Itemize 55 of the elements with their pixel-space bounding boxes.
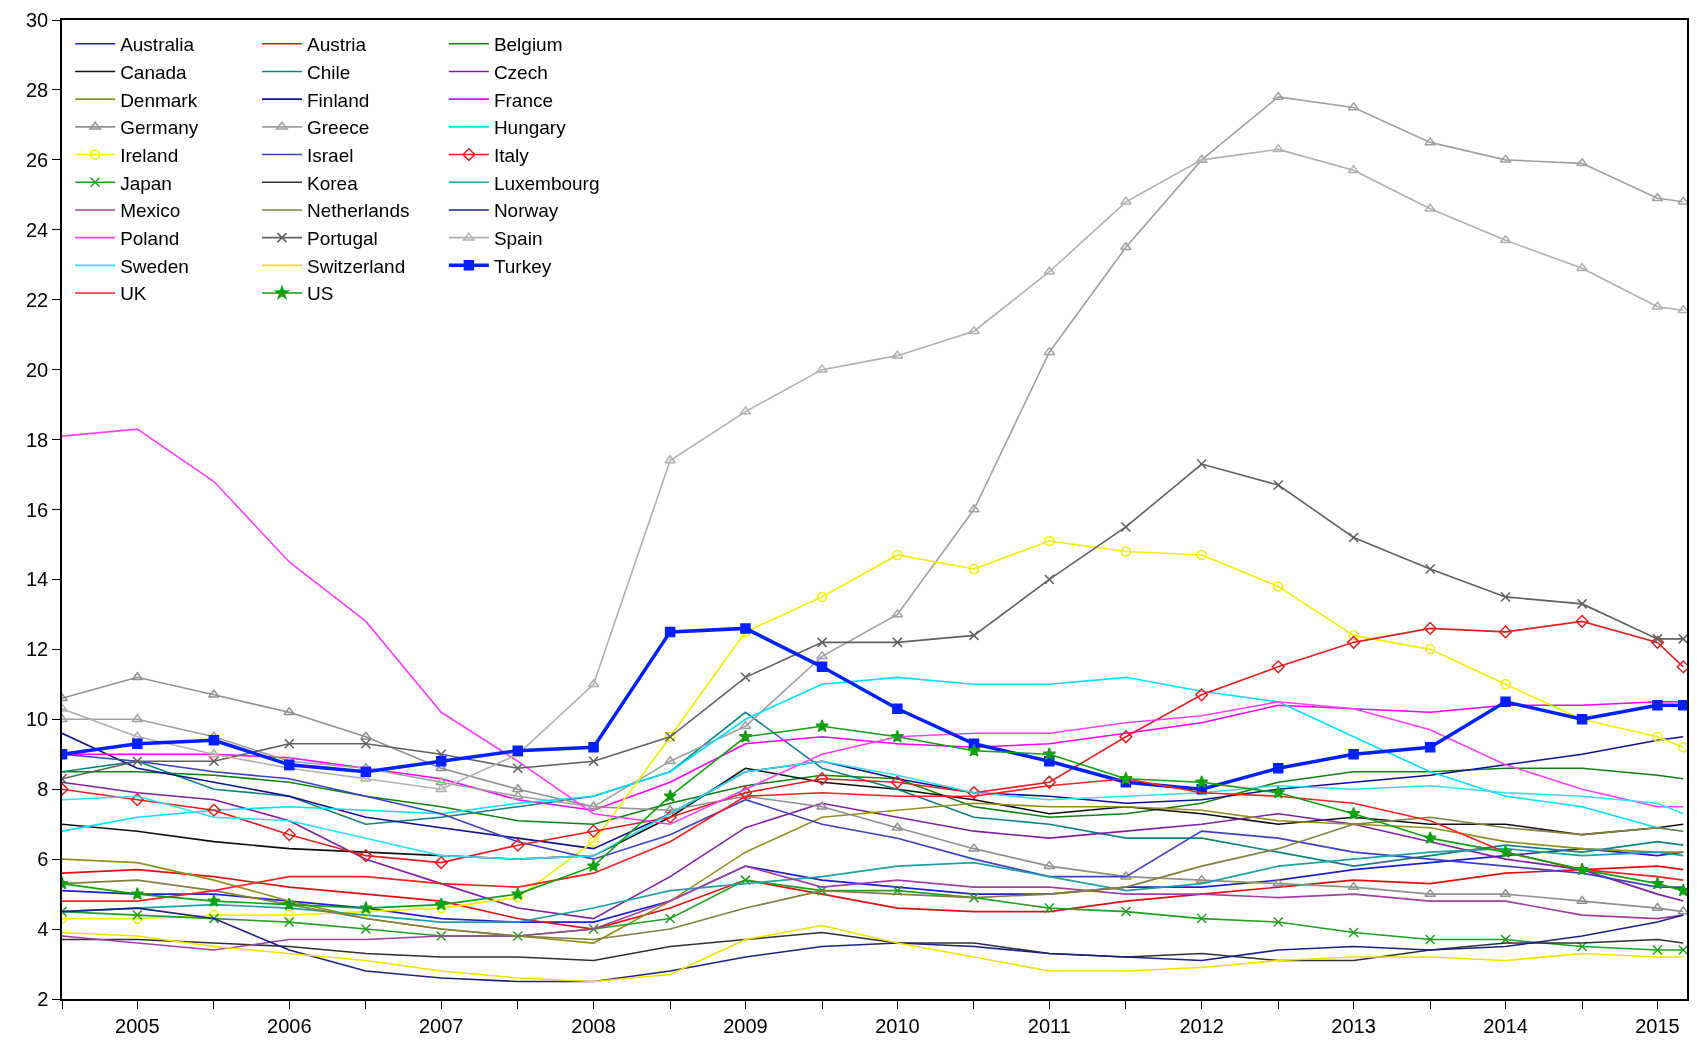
legend-label: UK bbox=[120, 283, 147, 305]
legend-label: Switzerland bbox=[307, 255, 406, 277]
legend-label: US bbox=[307, 283, 334, 305]
y-tick-label: 18 bbox=[26, 428, 49, 451]
x-tick-label: 2008 bbox=[571, 1014, 616, 1037]
x-tick-label: 2013 bbox=[1331, 1014, 1376, 1037]
x-tick-label: 2011 bbox=[1027, 1014, 1071, 1037]
y-tick-label: 10 bbox=[26, 708, 49, 731]
legend-label: Greece bbox=[307, 117, 370, 139]
y-tick-label: 20 bbox=[26, 358, 49, 381]
legend-label: Netherlands bbox=[307, 200, 410, 222]
legend-label: Hungary bbox=[493, 117, 567, 139]
legend-label: Ireland bbox=[120, 144, 179, 166]
y-tick-label: 2 bbox=[37, 988, 49, 1010]
y-tick-label: 26 bbox=[26, 148, 49, 171]
y-tick-label: 12 bbox=[26, 638, 49, 661]
y-tick-label: 16 bbox=[26, 498, 49, 521]
legend-label: Luxembourg bbox=[493, 172, 600, 194]
legend-label: Portugal bbox=[307, 228, 378, 250]
legend-label: Czech bbox=[493, 61, 548, 83]
legend-label: France bbox=[493, 89, 554, 111]
legend-label: Mexico bbox=[120, 200, 181, 222]
legend-label: Sweden bbox=[120, 255, 189, 277]
legend-label: Israel bbox=[307, 144, 354, 166]
legend-label: Austria bbox=[307, 34, 367, 56]
y-tick-label: 8 bbox=[37, 778, 49, 801]
legend-label: Norway bbox=[493, 200, 559, 222]
legend-label: Japan bbox=[120, 172, 172, 194]
legend-label: Belgium bbox=[493, 34, 563, 56]
y-tick-label: 22 bbox=[26, 288, 49, 311]
legend-label: Italy bbox=[493, 144, 530, 166]
x-tick-label: 2010 bbox=[875, 1014, 920, 1037]
y-tick-label: 4 bbox=[37, 918, 49, 941]
legend-label: Spain bbox=[493, 228, 543, 250]
legend-label: Australia bbox=[120, 34, 195, 56]
x-tick-label: 2005 bbox=[115, 1014, 160, 1037]
legend-label: Korea bbox=[307, 172, 359, 194]
x-tick-label: 2007 bbox=[418, 1014, 464, 1037]
x-tick-label: 2006 bbox=[267, 1014, 312, 1037]
x-tick-label: 2012 bbox=[1179, 1014, 1224, 1037]
y-tick-label: 30 bbox=[26, 9, 49, 31]
y-tick-label: 28 bbox=[26, 78, 49, 101]
y-tick-label: 14 bbox=[26, 568, 49, 591]
x-tick-label: 2015 bbox=[1635, 1014, 1680, 1037]
y-tick-label: 6 bbox=[37, 848, 49, 871]
legend-label: Finland bbox=[307, 89, 370, 111]
x-tick-label: 2014 bbox=[1483, 1014, 1528, 1037]
legend-label: Germany bbox=[120, 117, 199, 139]
legend-label: Poland bbox=[120, 228, 180, 250]
y-tick-label: 24 bbox=[26, 218, 49, 241]
legend-label: Turkey bbox=[493, 255, 552, 277]
legend-label: Denmark bbox=[120, 89, 198, 111]
legend-label: Canada bbox=[120, 61, 188, 83]
legend-label: Chile bbox=[307, 61, 351, 83]
x-tick-label: 2009 bbox=[723, 1014, 768, 1037]
